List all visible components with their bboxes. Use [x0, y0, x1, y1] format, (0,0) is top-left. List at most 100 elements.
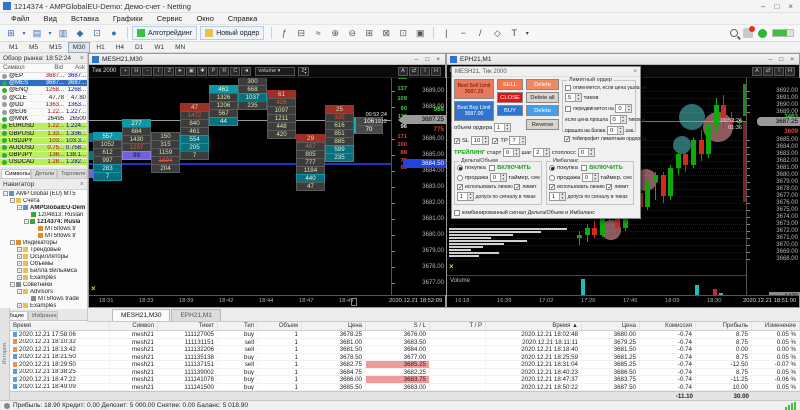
tree-item[interactable]: + Examples	[17, 274, 57, 281]
history-row[interactable]: 2020.12.21 18:21:50 mesh21 111135138 buy 1 36…	[10, 353, 800, 361]
enable-checkbox[interactable]	[489, 165, 496, 171]
toolbar-icon-mid-1[interactable]: ⊟	[297, 27, 306, 38]
chart1-title-bar[interactable]: MESH21,M30 – □ ×	[89, 54, 445, 65]
close-button[interactable]: ×	[788, 1, 793, 11]
market-watch-row[interactable]: GBPUSD 1.33... 1.336...	[0, 130, 87, 138]
market-watch-tab-Торговля[interactable]: Торговля	[57, 169, 87, 178]
menu-item-1[interactable]: Вид	[43, 14, 58, 23]
chart-tool-button-2[interactable]: −	[142, 66, 153, 76]
chart-tool-button-3[interactable]: I	[153, 66, 164, 76]
trailing-stop-stepper[interactable]: 0 ▴ ▾	[577, 148, 595, 157]
toolbox-column-8[interactable]: Время ▲	[486, 322, 582, 330]
pane-separator[interactable]	[447, 275, 746, 276]
market-watch-row[interactable]: @EP 3687... 3687...	[0, 73, 87, 81]
tree-item[interactable]: + Билла Вильямса	[17, 267, 77, 274]
chart-tab-EPH21,M1[interactable]: EPH21,M1	[171, 309, 221, 321]
sell-radio[interactable]	[549, 174, 555, 181]
move-checkbox[interactable]	[565, 105, 571, 112]
sell-radio[interactable]	[457, 174, 463, 181]
buy-button[interactable]: BUY	[497, 105, 523, 116]
takeprofit-limit-checkbox[interactable]	[564, 136, 570, 143]
market-watch-tab-Символы[interactable]: Символы	[1, 169, 31, 178]
best-buy-limit-button[interactable]: Best Buy Limit 3687.00	[454, 101, 494, 121]
best-sell-limit-button[interactable]: Best Sell Limit 3687.25	[454, 79, 494, 99]
tree-item[interactable]: + Объемы	[17, 260, 54, 267]
chart-corner-button-1[interactable]: ⇄	[763, 66, 773, 76]
chart-tool-button-8[interactable]: P	[208, 66, 219, 76]
close-icon[interactable]: ×	[79, 54, 84, 62]
collapse-icon[interactable]: −	[17, 289, 22, 294]
tp-checkbox[interactable]	[492, 137, 498, 145]
toolbar-icon-mid-8[interactable]: ▣	[416, 27, 425, 38]
timeframe-D1[interactable]: D1	[135, 43, 144, 51]
toolbar-icon-draw-0[interactable]: |	[445, 28, 448, 38]
timeframe-H4[interactable]: H4	[115, 43, 124, 51]
history-row[interactable]: 2020.12.21 18:29:50 mesh21 111137151 sell 1 3…	[10, 361, 800, 369]
history-row[interactable]: 2020.12.21 18:38:25 mesh21 111139002 buy 1 36…	[10, 368, 800, 376]
sl-checkbox[interactable]	[454, 137, 460, 145]
expand-icon[interactable]: +	[17, 261, 22, 266]
delete-buy-button[interactable]: Delete	[526, 105, 559, 116]
chart-corner-button-3[interactable]: H	[431, 66, 441, 76]
collapse-icon[interactable]: −	[10, 282, 15, 287]
chart-tool-button-4[interactable]: Z	[164, 66, 175, 76]
maximize-button[interactable]: □	[774, 1, 780, 11]
toolbox-column-11[interactable]: Прибыль	[696, 322, 752, 330]
collapse-icon[interactable]: −	[10, 198, 15, 203]
chart1-price-scale[interactable]: 3690.003689.003688.003686.003685.003684.…	[391, 78, 447, 295]
toolbar-icon-left-7[interactable]: ●	[111, 28, 117, 38]
combined-signal-checkbox[interactable]	[454, 210, 460, 216]
col-bid[interactable]: Bid	[54, 65, 63, 71]
restore-button[interactable]: □	[779, 55, 784, 63]
tree-item[interactable]: − Советники	[10, 281, 53, 288]
market-watch-row[interactable]: @DD 1363... 1363...	[0, 102, 87, 109]
collapse-icon[interactable]: −	[17, 205, 22, 210]
collapse-icon[interactable]: −	[3, 191, 8, 196]
minimize-button[interactable]: –	[768, 55, 773, 63]
buy-radio[interactable]	[549, 165, 555, 171]
menu-item-4[interactable]: Сервис	[156, 14, 183, 23]
menu-item-3[interactable]: Графики	[112, 14, 143, 23]
chart2-title-bar[interactable]: EPH21,M1 – □ ×	[447, 54, 799, 65]
toolbox-column-12[interactable]: Изменение	[752, 322, 800, 330]
sl-stepper[interactable]: 10 ▴ ▾	[470, 136, 490, 145]
tree-item[interactable]: − AMP Global (EU) MT5	[3, 190, 76, 197]
tree-item[interactable]: + Осцилляторы	[17, 253, 69, 260]
toolbar-icon-draw-3[interactable]: ◇	[493, 27, 501, 38]
history-row[interactable]: 2020.12.21 18:13:42 mesh21 111132206 sell 1 3…	[10, 346, 800, 354]
sell-button[interactable]: SELL	[497, 79, 523, 90]
toolbar-icon-left-1[interactable]: ▾	[22, 30, 26, 37]
chart-tool-button-5[interactable]: ►	[175, 66, 186, 76]
tree-item[interactable]: MT5flows trade	[0, 295, 87, 302]
toolbox-column-0[interactable]: Время	[10, 322, 110, 330]
chart-tool-button-1[interactable]: H	[131, 66, 142, 76]
toolbar-icon-left-4[interactable]: ▥	[58, 27, 68, 38]
expand-icon[interactable]: +	[17, 275, 22, 280]
toolbar-icon-mid-6[interactable]: ⊠	[382, 27, 391, 38]
toolbox-column-10[interactable]: Комиссия	[640, 322, 696, 330]
expand-icon[interactable]: +	[17, 303, 22, 308]
tree-item[interactable]: + Трендовые	[17, 246, 61, 253]
tree-item[interactable]: − Advisors	[17, 288, 54, 295]
timer-stepper[interactable]: 0 ▴ ▾	[581, 173, 599, 182]
col-ask[interactable]: Ask	[74, 65, 85, 71]
toolbox-column-4[interactable]: Объем	[258, 322, 302, 330]
toolbar-icon-draw-4[interactable]: T	[511, 28, 518, 38]
toolbar-icon-draw-5[interactable]: ▾	[525, 30, 529, 37]
limit-checkbox[interactable]	[514, 184, 520, 191]
menu-item-5[interactable]: Окно	[196, 14, 214, 23]
toolbar-icon-draw-1[interactable]: −	[460, 28, 466, 38]
use-line-checkbox[interactable]	[457, 184, 463, 191]
use-line-checkbox[interactable]	[549, 184, 555, 191]
close-icon[interactable]: ×	[79, 180, 84, 188]
tree-item[interactable]: − Индикаторы	[10, 239, 58, 246]
reverse-button[interactable]: Reverse	[526, 119, 559, 130]
restore-button[interactable]: □	[425, 55, 430, 63]
market-watch-row[interactable]: @ENQ 1268... 1268...	[0, 87, 87, 95]
chart-corner-button-0[interactable]: A	[398, 66, 408, 76]
algo-trading-button[interactable]: Алготрейдинг	[132, 26, 198, 40]
toolbox-column-3[interactable]: Тип	[218, 322, 258, 330]
chart1-plot[interactable]: 557 1052 612 997 283 7 277 684 1430 1297 99 150 315 1…	[89, 78, 391, 295]
expand-icon[interactable]: +	[17, 247, 22, 252]
market-watch-row[interactable]: AUDUSD 0.75... 0.758...	[0, 144, 87, 153]
